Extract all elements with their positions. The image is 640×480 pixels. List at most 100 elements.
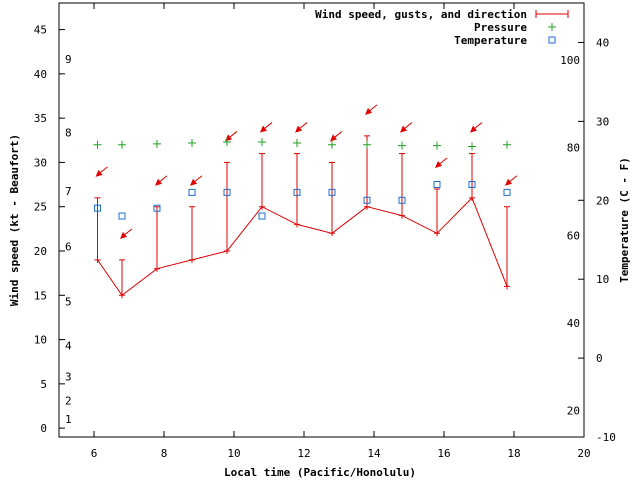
pressure-point	[328, 140, 336, 149]
x-tick-label: 10	[227, 447, 240, 460]
temperature-point	[118, 212, 126, 220]
axes-layer: 6 8 10 12 14 16 18 2005101520253035404512345678…	[34, 3, 616, 460]
wind-direction-head	[260, 125, 267, 133]
legend-temperature-label: Temperature	[454, 34, 527, 47]
wind-speed-point	[189, 256, 195, 263]
y-tick-label: 20	[34, 245, 47, 258]
temperature-point	[153, 204, 161, 212]
fahrenheit-tick-label: 40	[567, 317, 580, 330]
wind-speed-point	[259, 203, 265, 210]
temperature-point	[328, 188, 336, 196]
y-axis-label-left: Wind speed (kt - Beaufort)	[8, 134, 21, 306]
celsius-tick-label: 10	[596, 273, 609, 286]
temperature-point	[94, 204, 101, 212]
wind-speed-point	[469, 194, 475, 201]
pressure-point	[93, 140, 102, 149]
beaufort-tick-label: 9	[65, 53, 72, 66]
y-tick-label: 0	[40, 422, 47, 435]
beaufort-tick-label: 3	[65, 370, 72, 383]
wind-direction-arrow	[95, 166, 108, 177]
legend: Wind speed, gusts, and direction Pressur…	[315, 8, 569, 47]
wind-speed-point	[434, 230, 440, 237]
celsius-tick-label: 20	[596, 194, 609, 207]
pressure-point	[433, 141, 441, 150]
beaufort-tick-label: 4	[65, 340, 72, 353]
wind-direction-arrow	[505, 175, 518, 186]
wind-speed-point	[94, 256, 101, 263]
celsius-tick-label: -10	[596, 431, 616, 444]
pressure-point	[223, 138, 231, 147]
legend-pressure-marker	[548, 23, 556, 31]
fahrenheit-tick-label: 100	[560, 54, 580, 67]
wind-direction-head	[330, 134, 337, 142]
beaufort-tick-label: 2	[65, 395, 72, 408]
wind-speed-point	[329, 230, 335, 237]
wind-direction-arrow	[295, 122, 308, 133]
temperature-point	[433, 180, 441, 188]
pressure-point	[363, 140, 371, 149]
wind-direction-head	[120, 231, 127, 239]
pressure-point	[258, 138, 266, 147]
wind-direction-arrow	[190, 175, 203, 186]
x-tick-label: 16	[437, 447, 450, 460]
pressure-point	[398, 141, 406, 150]
y-tick-label: 5	[40, 378, 47, 391]
beaufort-tick-label: 1	[65, 413, 72, 426]
temperature-point	[468, 180, 476, 188]
wind-direction-head	[505, 178, 512, 186]
x-axis-label: Local time (Pacific/Honolulu)	[224, 466, 416, 479]
wind-direction-head	[470, 125, 477, 133]
y-tick-label: 35	[34, 112, 47, 125]
celsius-tick-label: 30	[596, 115, 609, 128]
beaufort-tick-label: 8	[65, 126, 72, 139]
pressure-point	[293, 138, 301, 147]
wind-direction-head	[225, 134, 232, 142]
pressure-point	[118, 140, 126, 149]
temperature-point	[258, 212, 266, 220]
wind-direction-head	[190, 178, 197, 186]
wind-direction-head	[400, 125, 407, 133]
y-tick-label: 15	[34, 289, 47, 302]
legend-pressure-label: Pressure	[474, 21, 527, 34]
y-tick-label: 10	[34, 334, 47, 347]
wind-speed-point	[504, 283, 510, 290]
fahrenheit-tick-label: 60	[567, 229, 580, 242]
wind-direction-head	[95, 169, 103, 177]
pressure-point	[188, 138, 196, 147]
pressure-point	[503, 140, 511, 149]
wind-direction-arrow	[400, 122, 413, 133]
wind-speed-point	[154, 265, 160, 272]
x-tick-label: 8	[161, 447, 168, 460]
wind-direction-head	[295, 125, 302, 133]
x-tick-label: 20	[577, 447, 590, 460]
x-tick-label: 6	[91, 447, 98, 460]
legend-wind-label: Wind speed, gusts, and direction	[315, 8, 527, 21]
wind-direction-arrow	[260, 122, 273, 133]
wind-speed-point	[294, 221, 300, 228]
beaufort-tick-label: 7	[65, 185, 72, 198]
temperature-point	[503, 188, 511, 196]
wind-direction-arrow	[365, 104, 378, 115]
wind-direction-head	[435, 161, 442, 168]
celsius-tick-label: 0	[596, 352, 603, 365]
pressure-point	[468, 142, 476, 151]
data-layer	[93, 104, 518, 299]
beaufort-tick-label: 5	[65, 295, 72, 308]
x-tick-label: 14	[367, 447, 381, 460]
fahrenheit-tick-label: 20	[567, 405, 580, 418]
y-tick-label: 40	[34, 68, 47, 81]
plot-frame	[58, 2, 585, 438]
wind-direction-arrow	[155, 175, 168, 186]
pressure-point	[153, 139, 161, 148]
wind-speed-line	[97, 197, 508, 297]
wind-direction-arrow	[120, 228, 133, 239]
x-tick-label: 12	[297, 447, 310, 460]
y-axis-label-right: Temperature (C - F)	[618, 157, 631, 283]
fahrenheit-tick-label: 80	[567, 142, 580, 155]
y-tick-label: 30	[34, 156, 47, 169]
beaufort-tick-label: 6	[65, 240, 72, 253]
temperature-point	[363, 196, 371, 204]
wind-direction-head	[155, 178, 162, 186]
celsius-tick-label: 40	[596, 36, 609, 49]
